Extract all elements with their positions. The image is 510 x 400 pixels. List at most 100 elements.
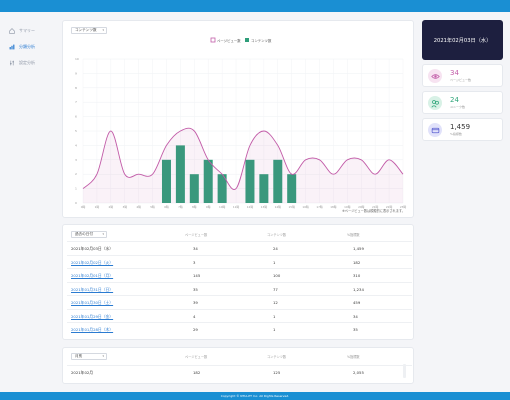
- monthly-table: ページビュー数 コンテンツ数 %指標数 2021年02月 182 125 2,0…: [67, 348, 412, 385]
- row-index: 2,055: [353, 370, 364, 375]
- table-row: 2021年01月30日（土） 39 12 459: [67, 295, 412, 308]
- row-contents: 1: [273, 327, 276, 332]
- legend-swatch-pageviews: [210, 37, 216, 43]
- y-tick-label: 0: [75, 201, 77, 205]
- legend-swatch-contents: [245, 38, 249, 42]
- sidebar: サマリー 分類分析 設定分析: [0, 12, 56, 392]
- x-tick-label: 8時: [192, 205, 197, 209]
- chart-metric-select-value: コンテンツ数: [75, 28, 97, 32]
- y-tick-label: 8: [75, 86, 77, 90]
- y-tick-label: 6: [75, 115, 77, 119]
- users-icon: [428, 96, 442, 110]
- row-date[interactable]: 2021年02月02日（火）: [71, 259, 114, 265]
- row-date[interactable]: 2021年02月01日（月）: [71, 273, 114, 278]
- row-contents: 77: [273, 286, 278, 292]
- stat-card-pageviews: 34 ページビュー数: [422, 64, 503, 87]
- sidebar-item-label: サマリー: [19, 28, 35, 33]
- x-tick-label: 4時: [136, 205, 141, 209]
- y-tick-label: 2: [75, 172, 77, 176]
- x-tick-label: 22時: [386, 205, 393, 209]
- x-tick-label: 5時: [150, 205, 155, 209]
- row-pageviews: 35: [193, 286, 198, 292]
- row-contents: 125: [273, 370, 281, 375]
- x-tick-label: 3時: [122, 205, 127, 209]
- stat-value: 34: [450, 69, 459, 77]
- x-tick-label: 19時: [344, 205, 351, 209]
- stat-value: 24: [450, 96, 459, 104]
- x-tick-label: 13時: [261, 205, 268, 209]
- row-contents: 100: [273, 273, 281, 278]
- chevron-down-icon: ▾: [102, 28, 104, 32]
- card-icon: [428, 123, 442, 137]
- daily-table-card: 過去の日付 ▾ ページビュー数 コンテンツ数 %指標数 2021年02月03日（…: [62, 224, 414, 340]
- chart-metric-select[interactable]: コンテンツ数 ▾: [71, 27, 107, 34]
- x-tick-label: 21時: [372, 205, 379, 209]
- table-header: コンテンツ数: [267, 233, 287, 237]
- series-line: [82, 127, 404, 191]
- table-row: 2021年02月01日（月） 145 100 310: [67, 268, 412, 281]
- x-tick-label: 6時: [164, 205, 169, 209]
- sidebar-item-label: 分類分析: [19, 44, 35, 49]
- table-header: %指標数: [347, 355, 360, 359]
- legend-label: コンテンツ数: [251, 38, 272, 43]
- monthly-table-card: 月別 ▾ ページビュー数 コンテンツ数 %指標数 2021年02月 182 12…: [62, 347, 414, 384]
- y-tick-label: 5: [75, 129, 77, 133]
- sidebar-item-category-analysis[interactable]: 分類分析: [8, 42, 35, 52]
- row-contents: 1: [273, 259, 276, 265]
- table-header: %指標数: [347, 233, 360, 237]
- bar: [203, 159, 213, 203]
- sidebar-item-summary[interactable]: サマリー: [8, 26, 35, 36]
- stat-card-index: 1,459 %指標数: [422, 118, 503, 141]
- top-bar: [0, 0, 510, 12]
- month-select[interactable]: 月別 ▾: [71, 353, 107, 360]
- x-tick-label: 20時: [358, 205, 365, 209]
- row-date[interactable]: 2021年01月31日（日）: [71, 286, 114, 292]
- table-row: 2021年01月29日（金） 4 1 34: [67, 308, 412, 322]
- stat-label: ユニーク数: [450, 105, 466, 109]
- sidebar-item-label: 設定分析: [19, 60, 35, 65]
- row-date[interactable]: 2021年01月29日（金）: [71, 313, 114, 319]
- period-select[interactable]: 過去の日付 ▾: [71, 231, 107, 238]
- row-index: 34: [353, 313, 358, 319]
- row-date[interactable]: 2021年01月30日（土）: [71, 300, 114, 305]
- x-tick-label: 7時: [178, 205, 183, 209]
- scrollbar[interactable]: [403, 364, 406, 378]
- row-pageviews: 39: [193, 300, 198, 305]
- row-pageviews: 34: [193, 246, 198, 251]
- x-tick-label: 2時: [109, 205, 114, 209]
- sidebar-item-settings-analysis[interactable]: 設定分析: [8, 58, 35, 68]
- bar: [273, 159, 283, 203]
- row-pageviews: 182: [193, 370, 201, 375]
- row-pageviews: 3: [193, 259, 196, 265]
- y-tick-label: 7: [75, 100, 77, 104]
- chart-card: コンテンツ数 ▾ 0 1 2 3 4 5 6 7 8 9 10 0時 1時 2時 3時 4時 5時 6時 7時 8時 9…: [62, 20, 414, 218]
- x-tick-label: 10時: [219, 205, 226, 209]
- x-tick-label: 9時: [206, 205, 211, 209]
- row-index: 35: [353, 327, 358, 332]
- stat-label: %指標数: [450, 132, 462, 136]
- eye-icon: [428, 69, 442, 83]
- table-row: 2021年01月31日（日） 35 77 1,234: [67, 281, 412, 295]
- row-date: 2021年02月03日（水）: [71, 246, 114, 251]
- bar: [259, 174, 269, 203]
- table-row: 2021年02月 182 125 2,055: [67, 365, 412, 378]
- daily-table: ページビュー数 コンテンツ数 %指標数 2021年02月03日（水） 34 24 1,…: [67, 225, 412, 341]
- x-tick-label: 16時: [302, 205, 309, 209]
- chart-note: ※ページビュー数は模擬的に表示されます。: [342, 209, 405, 213]
- row-contents: 24: [273, 246, 278, 251]
- table-header: ページビュー数: [185, 233, 208, 237]
- y-tick-label: 1: [75, 187, 77, 191]
- bar: [217, 174, 227, 203]
- x-tick-label: 11時: [233, 205, 240, 209]
- row-date: 2021年02月: [71, 370, 94, 375]
- home-icon: [8, 28, 15, 35]
- row-index: 182: [353, 259, 361, 265]
- chart-icon: [8, 44, 15, 51]
- table-row: 2021年01月28日（木） 29 1 35: [67, 322, 412, 335]
- table-header: コンテンツ数: [267, 355, 287, 359]
- row-index: 1,234: [353, 286, 364, 292]
- bar: [161, 159, 171, 203]
- row-date[interactable]: 2021年01月28日（木）: [71, 327, 114, 332]
- sliders-icon: [8, 60, 15, 67]
- y-tick-label: 4: [75, 143, 77, 147]
